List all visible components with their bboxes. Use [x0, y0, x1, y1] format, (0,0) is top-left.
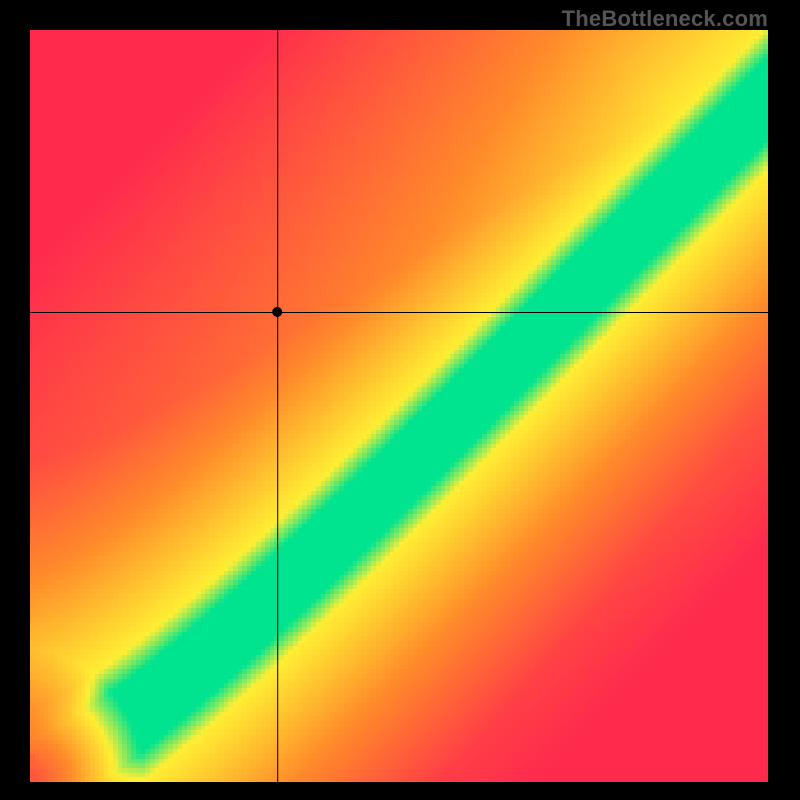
watermark-text: TheBottleneck.com — [562, 6, 768, 32]
bottleneck-heatmap — [30, 30, 768, 782]
figure-container: TheBottleneck.com — [0, 0, 800, 800]
